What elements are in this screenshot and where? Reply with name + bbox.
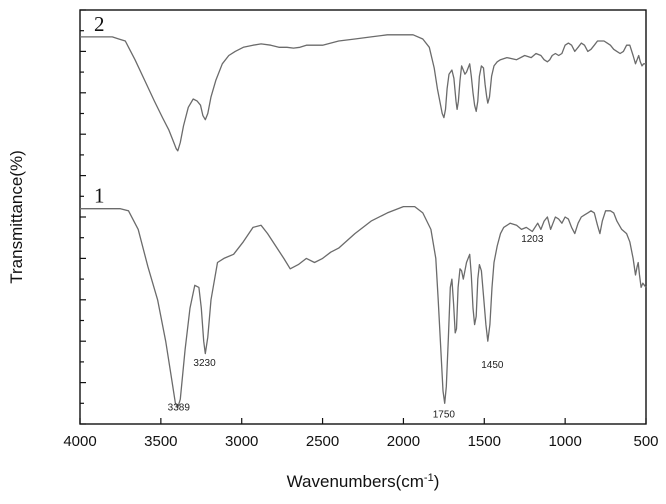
y-axis-label: Transmittance(%): [7, 150, 26, 284]
x-tick-label: 2500: [306, 433, 339, 450]
peak-label: 3389: [168, 402, 191, 413]
x-axis-label: Wavenumbers(cm-1): [287, 472, 440, 491]
plot-frame: [80, 10, 646, 424]
x-axis-label-suffix: ): [434, 472, 440, 491]
x-tick-label: 1000: [548, 433, 581, 450]
peak-label: 3230: [193, 358, 216, 369]
peak-label: 1203: [521, 234, 544, 245]
x-tick-label: 3500: [144, 433, 177, 450]
series-line-1: [80, 207, 646, 408]
peak-label: 1450: [481, 360, 504, 371]
x-tick-label: 3000: [225, 433, 258, 450]
peak-annotations: 3389 3230 1750 1450 1203: [168, 234, 544, 421]
x-tick-label: 1500: [468, 433, 501, 450]
x-tick-label: 4000: [63, 433, 96, 450]
x-tick-label: 2000: [387, 433, 420, 450]
x-axis-label-superscript: -1: [424, 472, 434, 484]
series-layer: 12: [80, 12, 646, 407]
x-tick-label: 500: [633, 433, 658, 450]
x-axis-label-main: Wavenumbers(cm: [287, 472, 424, 491]
y-axis-ticks: [80, 10, 86, 424]
peak-label: 1750: [433, 409, 456, 420]
x-axis-ticks: 4000 3500 3000 2500 2000 1500 1000 500: [63, 418, 658, 450]
series-line-2: [80, 35, 646, 151]
series-label-1: 1: [94, 184, 105, 208]
series-label-2: 2: [94, 12, 105, 36]
